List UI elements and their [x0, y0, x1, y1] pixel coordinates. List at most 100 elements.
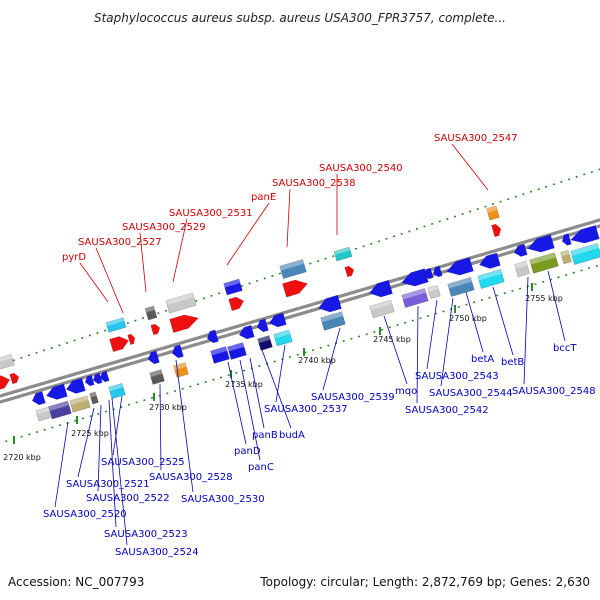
gene-glyph[interactable]: [169, 311, 201, 334]
gene-label-reverse[interactable]: betB: [501, 357, 524, 368]
gene-glyph[interactable]: [144, 305, 158, 321]
gene-label-forward[interactable]: SAUSA300_2531: [169, 208, 253, 219]
gene-label-reverse[interactable]: SAUSA300_2537: [264, 404, 348, 415]
gene-glyph[interactable]: [367, 279, 393, 300]
gene-label-reverse[interactable]: budA: [279, 430, 305, 441]
gene-glyph[interactable]: [529, 252, 559, 274]
gene-glyph[interactable]: [31, 391, 46, 407]
gene-glyph[interactable]: [561, 233, 572, 247]
gene-glyph[interactable]: [147, 350, 160, 365]
gene-label-reverse[interactable]: SAUSA300_2524: [115, 547, 199, 558]
gene-glyph[interactable]: [228, 295, 246, 312]
gene-glyph[interactable]: [273, 329, 293, 347]
gene-glyph[interactable]: [569, 224, 600, 246]
gene-glyph[interactable]: [84, 374, 95, 387]
gene-glyph[interactable]: [0, 354, 15, 370]
gene-label-reverse[interactable]: SAUSA300_2528: [149, 472, 233, 483]
gene-glyph[interactable]: [149, 369, 165, 385]
gene-label-reverse[interactable]: panD: [234, 446, 261, 457]
gene-glyph[interactable]: [45, 383, 68, 402]
gene-label-reverse[interactable]: SAUSA300_2548: [512, 386, 596, 397]
gene-label-reverse[interactable]: SAUSA300_2530: [181, 494, 265, 505]
gene-glyph[interactable]: [257, 335, 273, 351]
gene-glyph[interactable]: [526, 234, 555, 256]
leader-line: [79, 262, 109, 303]
gene-glyph[interactable]: [35, 406, 53, 422]
gene-glyph[interactable]: [423, 267, 434, 280]
gene-label-reverse[interactable]: SAUSA300_2523: [104, 529, 188, 540]
gene-glyph[interactable]: [344, 265, 355, 278]
gene-glyph[interactable]: [447, 277, 475, 297]
gene-glyph[interactable]: [478, 252, 501, 271]
gene-glyph[interactable]: [48, 400, 72, 420]
gene-glyph[interactable]: [92, 372, 103, 385]
gene-glyph[interactable]: [223, 278, 243, 296]
leader-line: [175, 359, 194, 493]
gene-glyph[interactable]: [99, 370, 110, 383]
gene-glyph[interactable]: [279, 259, 307, 279]
gene-glyph[interactable]: [150, 323, 161, 336]
gene-glyph[interactable]: [560, 249, 572, 265]
gene-glyph[interactable]: [514, 260, 530, 278]
gene-label-reverse[interactable]: SAUSA300_2539: [311, 392, 395, 403]
gene-glyph[interactable]: [486, 205, 500, 221]
gene-label-reverse[interactable]: SAUSA300_2525: [101, 457, 185, 468]
leader-line: [54, 421, 69, 508]
gene-glyph[interactable]: [173, 362, 189, 378]
gene-glyph[interactable]: [513, 243, 528, 258]
gene-glyph[interactable]: [109, 334, 131, 353]
gene-label-reverse[interactable]: SAUSA300_2521: [66, 479, 150, 490]
gene-label-forward[interactable]: SAUSA300_2538: [272, 178, 356, 189]
gene-label-reverse[interactable]: SAUSA300_2544: [429, 388, 513, 399]
gene-glyph[interactable]: [9, 372, 20, 385]
gene-glyph[interactable]: [282, 277, 310, 298]
leader-line: [108, 399, 117, 528]
gene-glyph[interactable]: [69, 395, 91, 413]
gene-glyph[interactable]: [171, 344, 184, 359]
gene-glyph[interactable]: [477, 269, 505, 289]
gene-label-forward[interactable]: SAUSA300_2529: [122, 222, 206, 233]
gene-glyph[interactable]: [333, 246, 353, 262]
gene-label-reverse[interactable]: mqo: [395, 386, 417, 397]
gene-label-reverse[interactable]: panB: [252, 430, 278, 441]
gene-glyph[interactable]: [570, 242, 600, 266]
gene-glyph[interactable]: [491, 223, 502, 238]
gene-glyph[interactable]: [316, 294, 342, 315]
gene-label-forward[interactable]: panE: [251, 192, 276, 203]
leader-line: [172, 218, 188, 283]
gene-label-forward[interactable]: SAUSA300_2527: [78, 237, 162, 248]
gene-glyph[interactable]: [227, 342, 247, 360]
gene-label-reverse[interactable]: panC: [248, 462, 274, 473]
gene-glyph[interactable]: [210, 346, 230, 364]
gene-glyph[interactable]: [0, 374, 12, 391]
gene-glyph[interactable]: [401, 288, 429, 308]
gene-glyph[interactable]: [427, 284, 441, 300]
gene-label-reverse[interactable]: bccT: [553, 343, 577, 354]
gene-glyph[interactable]: [238, 324, 255, 340]
gene-glyph[interactable]: [369, 299, 395, 319]
gene-glyph[interactable]: [105, 317, 127, 333]
gene-glyph[interactable]: [65, 377, 86, 396]
leader-line: [226, 202, 270, 266]
gene-glyph[interactable]: [89, 391, 99, 405]
gene-glyph[interactable]: [206, 329, 219, 344]
gene-label-reverse[interactable]: SAUSA300_2542: [405, 405, 489, 416]
gene-label-reverse[interactable]: SAUSA300_2522: [86, 493, 170, 504]
gene-label-reverse[interactable]: SAUSA300_2543: [415, 371, 499, 382]
gene-label-forward[interactable]: SAUSA300_2547: [434, 133, 518, 144]
gene-glyph[interactable]: [108, 382, 126, 400]
gene-label-forward[interactable]: pyrD: [62, 252, 86, 263]
gene-label-reverse[interactable]: betA: [471, 354, 494, 365]
gene-glyph[interactable]: [320, 311, 346, 331]
gene-glyph[interactable]: [256, 318, 269, 333]
gene-glyph[interactable]: [432, 265, 443, 278]
leader-line: [286, 188, 291, 248]
gene-label-reverse[interactable]: SAUSA300_2520: [43, 509, 127, 520]
gene-glyph[interactable]: [445, 257, 474, 279]
gene-label-forward[interactable]: SAUSA300_2540: [319, 163, 403, 174]
gene-glyph[interactable]: [165, 292, 197, 314]
gene-glyph[interactable]: [400, 268, 429, 290]
gene-glyph[interactable]: [127, 333, 137, 346]
gene-glyph[interactable]: [268, 312, 287, 329]
